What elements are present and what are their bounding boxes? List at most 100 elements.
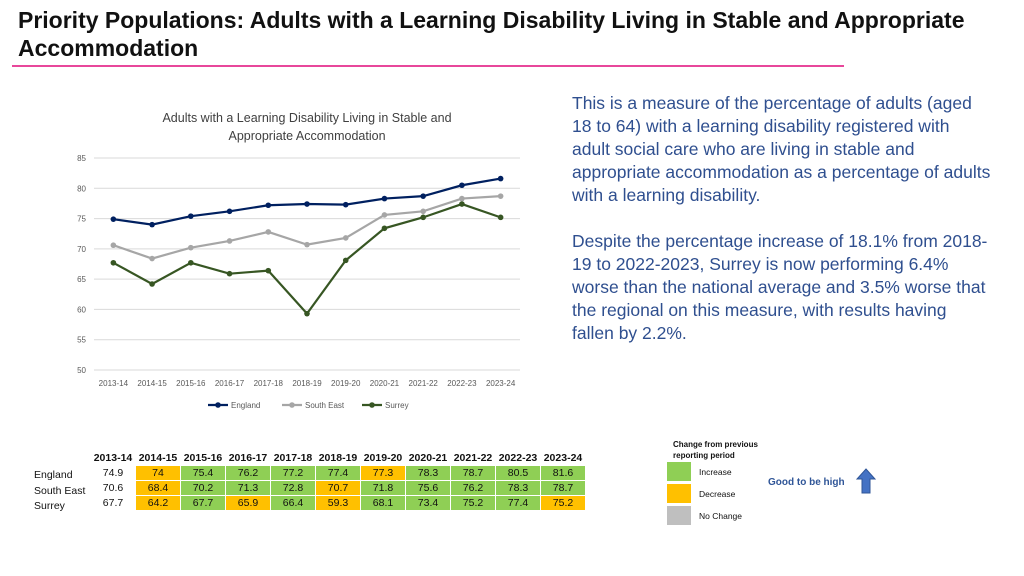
cell-england-2018-19: 77.4 [315,465,361,481]
point-surrey-2014-15 [149,281,155,287]
x-tick-label-2021-22: 2021-22 [409,379,439,388]
column-header-2013-14: 2013-14 [93,452,133,464]
key-title: Change from previous reporting period [673,440,758,460]
point-south-east-2022-23 [459,195,465,202]
point-england-2015-16 [188,213,194,219]
column-header-2016-17: 2016-17 [228,452,268,464]
legend-marker-surrey [369,402,375,408]
table-row-labels: England South East Surrey [34,468,85,515]
point-surrey-2022-23 [459,201,465,207]
cell-south-east-2022-23: 78.3 [495,480,541,496]
point-surrey-2016-17 [226,270,233,277]
cell-surrey-2017-18: 66.4 [270,495,316,511]
point-south-east-2023-24 [497,193,504,199]
cell-england-2019-20: 77.3 [360,465,406,481]
x-tick-label-2016-17: 2016-17 [215,379,245,388]
key-no-change-swatch [667,506,691,525]
row-label-england: England [34,469,73,481]
column-header-2017-18: 2017-18 [273,452,313,464]
cell-south-east-2014-15: 68.4 [135,480,181,496]
y-tick-label-70: 70 [77,245,86,254]
key-increase-label: Increase [699,467,732,477]
description-paragraph-1: This is a measure of the percentage of a… [572,93,991,205]
x-tick-label-2015-16: 2015-16 [176,379,206,388]
point-surrey-2020-21 [381,225,388,232]
cell-surrey-2020-21: 73.4 [405,495,451,511]
point-england-2013-14 [110,216,117,222]
legend-label-surrey: Surrey [385,401,409,410]
cell-south-east-2023-24: 78.7 [540,480,586,496]
x-tick-label-2017-18: 2017-18 [254,379,284,388]
cell-england-2023-24: 81.6 [540,465,586,481]
cell-england-2015-16: 75.4 [180,465,226,481]
point-south-east-2021-22 [420,208,426,215]
x-tick-label-2022-23: 2022-23 [447,379,477,388]
cell-south-east-2020-21: 75.6 [405,480,451,496]
legend-label-england: England [231,401,260,410]
cell-surrey-2019-20: 68.1 [360,495,406,511]
point-england-2022-23 [459,182,465,189]
table-body: 74.9 74 75.4 76.2 77.2 77.4 77.3 78.3 78.7 80.5 81… [90,465,586,511]
legend-marker-england [215,402,221,408]
point-south-east-2015-16 [188,244,194,251]
table-row-south-east: 70.6 68.4 70.2 71.3 72.8 70.7 71.8 75.6 76.2 78.3… [90,480,586,496]
x-tick-label-2013-14: 2013-14 [99,379,129,388]
point-surrey-2019-20 [342,257,349,264]
point-surrey-2018-19 [304,310,310,317]
line-chart: Adults with a Learning Disability Living… [77,111,520,410]
point-england-2016-17 [226,208,233,215]
cell-surrey-2022-23: 77.4 [495,495,541,511]
x-tick-label-2014-15: 2014-15 [137,379,167,388]
point-england-2023-24 [497,175,504,182]
up-arrow-shape [856,468,876,494]
y-tick-label-75: 75 [77,215,86,224]
title-divider [12,65,844,67]
point-south-east-2019-20 [342,235,349,241]
key-decrease-swatch [667,484,691,503]
column-header-2022-23: 2022-23 [498,452,538,464]
point-south-east-2016-17 [226,238,233,244]
row-label-south-east: South East [34,484,86,497]
cell-england-2014-15: 74 [135,465,181,481]
good-to-be-high-label: Good to be high [768,477,845,488]
cell-surrey-2021-22: 75.2 [450,495,496,511]
chart-title-line-2: Appropriate Accommodation [228,129,385,143]
cell-south-east-2019-20: 71.8 [360,480,406,496]
point-south-east-2013-14 [110,242,117,249]
cell-england-2017-18: 77.2 [270,465,316,481]
cell-south-east-2021-22: 76.2 [450,480,496,496]
point-england-2020-21 [381,195,388,202]
cell-surrey-2018-19: 59.3 [315,495,361,511]
cell-south-east-2018-19: 70.7 [315,480,361,496]
column-header-2020-21: 2020-21 [408,452,448,464]
y-tick-label-60: 60 [77,305,86,314]
cell-south-east-2015-16: 70.2 [180,480,226,496]
cell-england-2016-17: 76.2 [225,465,271,481]
column-header-2021-22: 2021-22 [453,452,493,464]
x-tick-label-2020-21: 2020-21 [370,379,400,388]
column-header-2014-15: 2014-15 [138,452,178,464]
key-increase-swatch [667,462,691,481]
point-surrey-2023-24 [497,214,504,221]
x-tick-label-2023-24: 2023-24 [486,379,516,388]
y-tick-label-65: 65 [77,275,86,284]
x-tick-label-2018-19: 2018-19 [292,379,322,388]
y-tick-label-50: 50 [77,366,86,375]
cell-surrey-2016-17: 65.9 [225,495,271,511]
point-surrey-2015-16 [188,259,194,266]
point-surrey-2017-18 [265,267,272,274]
point-england-2021-22 [420,193,426,199]
point-england-2017-18 [265,202,272,209]
legend-marker-south-east [289,402,295,408]
legend-label-south-east: South East [305,401,345,410]
point-south-east-2020-21 [381,212,388,218]
point-south-east-2017-18 [265,229,272,235]
cell-surrey-2015-16: 67.7 [180,495,226,511]
row-label-surrey: Surrey [34,500,65,512]
cell-england-2020-21: 78.3 [405,465,451,481]
point-england-2014-15 [149,221,155,228]
point-england-2019-20 [342,201,349,208]
table-header-row: 2013-14 2014-15 2015-16 2016-17 2017-18 2018-… [91,451,586,466]
column-header-2023-24: 2023-24 [543,452,583,464]
point-south-east-2018-19 [304,241,310,248]
